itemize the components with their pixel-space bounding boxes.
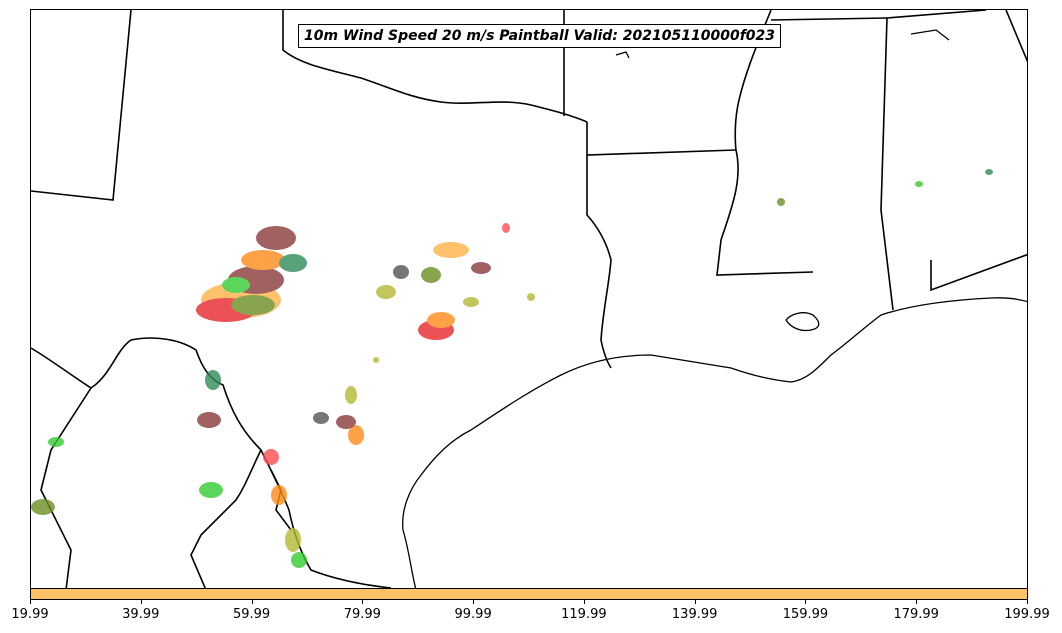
colorbar-tick-label: 139.99 xyxy=(671,607,718,622)
colorbar-tick-label: 19.99 xyxy=(11,607,49,622)
paintball-swath xyxy=(291,552,307,568)
colorbar-tick xyxy=(140,600,142,604)
coastline xyxy=(402,29,1027,588)
paintball-swath xyxy=(427,312,455,328)
colorbar-tick xyxy=(362,600,364,604)
paintball-swath xyxy=(271,485,287,505)
colorbar-tick xyxy=(30,600,31,604)
paintball-swath xyxy=(222,277,250,293)
colorbar-tick-label: 119.99 xyxy=(561,607,607,622)
paintball-swath xyxy=(336,415,356,429)
colorbar-tick-label: 39.99 xyxy=(122,607,160,622)
paintball-swath xyxy=(313,412,329,424)
colorbar-tick xyxy=(694,600,696,604)
paintball-swath xyxy=(285,528,301,552)
colorbar-tick xyxy=(251,600,253,604)
paintball-swath xyxy=(463,297,479,307)
paintball-swath xyxy=(231,295,275,315)
paintball-swaths xyxy=(31,169,993,568)
colorbar-tick xyxy=(473,600,475,604)
paintball-swath xyxy=(421,267,441,283)
colorbar-tick-label: 179.99 xyxy=(893,607,939,622)
map-canvas xyxy=(31,10,1027,588)
colorbar-tick xyxy=(1027,600,1028,604)
colorbar-tick-label: 199.99 xyxy=(1004,607,1050,622)
colorbar xyxy=(30,588,1028,600)
paintball-swath xyxy=(777,198,785,206)
paintball-swath xyxy=(256,226,296,250)
map-panel: 10m Wind Speed 20 m/s Paintball Valid: 2… xyxy=(30,9,1028,589)
paintball-swath xyxy=(348,425,364,445)
paintball-swath xyxy=(197,412,221,428)
colorbar-tick xyxy=(805,600,807,604)
paintball-swath xyxy=(985,169,993,175)
map-title: 10m Wind Speed 20 m/s Paintball Valid: 2… xyxy=(298,24,782,48)
paintball-swath xyxy=(205,370,221,390)
paintball-swath xyxy=(279,254,307,272)
paintball-swath xyxy=(471,262,491,274)
colorbar-tick-label: 159.99 xyxy=(782,607,829,622)
paintball-swath xyxy=(915,181,923,187)
paintball-swath xyxy=(263,449,279,465)
colorbar-tick-label: 99.99 xyxy=(454,607,492,622)
colorbar-tick xyxy=(583,600,585,604)
paintball-swath xyxy=(31,499,55,515)
paintball-swath xyxy=(48,437,64,447)
paintball-swath xyxy=(199,482,223,498)
paintball-swath xyxy=(241,250,285,270)
colorbar-tick-label: 59.99 xyxy=(232,607,271,622)
paintball-swath xyxy=(527,293,535,301)
paintball-swath xyxy=(433,242,469,258)
colorbar-tick-label: 79.99 xyxy=(343,607,381,622)
state-borders xyxy=(31,10,1027,588)
paintball-swath xyxy=(373,357,379,363)
paintball-swath xyxy=(376,285,396,299)
paintball-swath xyxy=(393,265,409,279)
paintball-swath xyxy=(502,223,510,233)
paintball-swath xyxy=(345,386,357,404)
colorbar-tick xyxy=(916,600,918,604)
